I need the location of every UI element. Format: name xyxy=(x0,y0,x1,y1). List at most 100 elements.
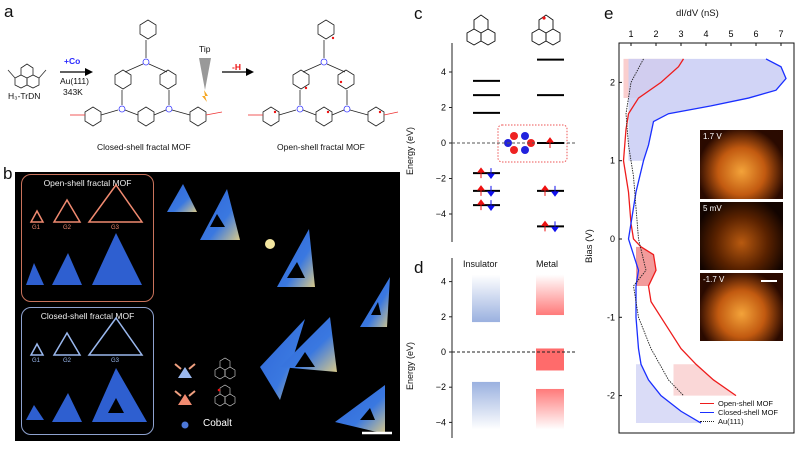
spin-down-arrow xyxy=(551,221,559,233)
x-tick-label: 6 xyxy=(753,29,758,39)
band-diagram: 4 2 0 −2 −4 xyxy=(436,258,575,438)
legend-entry: Open-shell MOF xyxy=(700,399,778,408)
temperature-label: 343K xyxy=(63,87,83,97)
generation-label-g2: G2 xyxy=(63,358,72,364)
shaded-region xyxy=(636,246,656,286)
insulator-conduction-band xyxy=(472,274,500,323)
legend-entry: Au(111) xyxy=(700,417,778,426)
insulator-valence-band xyxy=(472,381,500,430)
stm-inset-minus1p7V: -1.7 V xyxy=(700,273,783,341)
d-y-tick-label: −4 xyxy=(436,417,446,427)
c-y-tick-label: 0 xyxy=(441,138,446,148)
x-tick-label: 2 xyxy=(653,29,658,39)
metal-partially-filled-band xyxy=(536,348,564,371)
substrate-label: Au(111) xyxy=(60,76,89,86)
closed-shell-molecule-icon xyxy=(214,357,236,380)
x-tick-label: 4 xyxy=(703,29,708,39)
closed-shell-mof-structure xyxy=(70,19,223,127)
insulator-column-label: Insulator xyxy=(463,259,498,269)
open-shell-mof-structure xyxy=(248,19,399,127)
tip-label: Tip xyxy=(199,44,211,54)
x-tick-label: 5 xyxy=(728,29,733,39)
series-line-open-shell-mof xyxy=(622,58,737,397)
series-line-au-111- xyxy=(625,58,684,396)
open-shell-caption: Open-shell fractal MOF xyxy=(277,142,365,152)
stm-inset-1p7V: 1.7 V xyxy=(700,130,783,199)
cobalt-reagent-label: +Co xyxy=(64,56,81,66)
inset-bias-label: -1.7 V xyxy=(703,275,725,284)
closed-shell-caption: Closed-shell fractal MOF xyxy=(97,142,191,152)
legend-swatch xyxy=(700,421,714,422)
panel-label-e: e xyxy=(604,4,614,23)
legend-label: Au(111) xyxy=(718,417,744,426)
open-shell-molecule-icon xyxy=(531,14,561,46)
cobalt-legend-label: Cobalt xyxy=(203,418,232,429)
closed-shell-box-title: Closed-shell fractal MOF xyxy=(40,311,135,321)
spin-up-arrow xyxy=(477,167,485,179)
open-shell-fractal-models xyxy=(26,183,144,285)
precursor-label: H₃-TrDN xyxy=(8,91,41,101)
d-y-tick-label: −2 xyxy=(436,382,446,392)
metal-lower-band xyxy=(536,388,564,430)
legend-swatch xyxy=(700,403,714,404)
generation-label-g3: G3 xyxy=(111,358,120,364)
spin-up-arrow xyxy=(546,137,554,148)
closed-shell-model-box: Closed-shell fractal MOF G1 G2 G3 xyxy=(21,307,154,435)
generation-label-g2: G2 xyxy=(63,225,72,231)
precursor-molecule xyxy=(7,63,47,89)
d-y-tick-label: 0 xyxy=(441,347,446,357)
panel-label-b: b xyxy=(3,164,13,183)
spin-down-arrow xyxy=(487,168,495,180)
x-tick-label: 3 xyxy=(678,29,683,39)
arrow-right-icon xyxy=(222,68,254,76)
generation-label-g1: G1 xyxy=(32,225,41,231)
scale-bar xyxy=(761,280,777,282)
spin-up-arrow xyxy=(477,199,485,211)
e-x-axis-label: dI/dV (nS) xyxy=(676,8,719,19)
shaded-region xyxy=(673,364,736,396)
shaded-region xyxy=(628,58,786,161)
shaded-region xyxy=(636,364,701,424)
e-legend: Open-shell MOF Closed-shell MOF Au(111) xyxy=(700,399,778,426)
generation-label-g1: G1 xyxy=(32,358,41,364)
legend-swatch xyxy=(700,412,714,413)
inset-bias-label: 1.7 V xyxy=(703,132,722,141)
spin-down-arrow xyxy=(551,185,559,197)
c-y-tick-label: −2 xyxy=(436,174,446,184)
c-y-tick-label: −4 xyxy=(436,209,446,219)
d-y-tick-label: 2 xyxy=(441,312,446,322)
stm-inset-5mV: 5 mV xyxy=(700,202,783,270)
fractal-islands xyxy=(167,184,392,435)
arrow-right-icon xyxy=(60,68,93,76)
y-tick-label: 2 xyxy=(610,77,615,87)
spin-up-arrow xyxy=(541,220,549,232)
spin-up-arrow xyxy=(477,185,485,196)
d-y-tick-label: 4 xyxy=(441,277,446,287)
y-tick-label: -1 xyxy=(607,312,615,322)
generation-label-g3: G3 xyxy=(111,225,120,231)
closed-shell-legend-icon xyxy=(174,363,196,378)
reaction-scheme xyxy=(7,19,399,127)
y-tick-label: 1 xyxy=(610,156,615,166)
open-shell-box-title: Open-shell fractal MOF xyxy=(43,178,132,188)
panel-label-a: a xyxy=(4,2,14,21)
y-tick-label: -2 xyxy=(607,391,615,401)
spin-up-arrow xyxy=(541,185,549,196)
spin-density-orbital-icon xyxy=(504,132,535,154)
closed-shell-fractal-models xyxy=(26,316,147,422)
cobalt-legend-icon xyxy=(181,421,189,429)
series-line-closed-shell-mof xyxy=(627,58,787,424)
legend-entry: Closed-shell MOF xyxy=(700,408,778,417)
energy-level-diagram: 4 2 0 −2 −4 xyxy=(436,14,575,242)
metal-upper-band xyxy=(536,274,564,316)
spin-down-arrow xyxy=(487,185,495,197)
dehydrogenation-label: -H xyxy=(232,62,241,72)
panel-label-d: d xyxy=(414,258,424,277)
stm-overview-image: Cobalt Open-shell fractal MOF G1 G2 G3 C… xyxy=(15,172,400,441)
panel-label-c: c xyxy=(414,4,423,23)
c-y-tick-label: 2 xyxy=(441,103,446,113)
stm-tip-icon xyxy=(199,58,211,102)
x-tick-label: 7 xyxy=(778,29,783,39)
open-shell-model-box: Open-shell fractal MOF G1 G2 G3 xyxy=(21,174,154,302)
